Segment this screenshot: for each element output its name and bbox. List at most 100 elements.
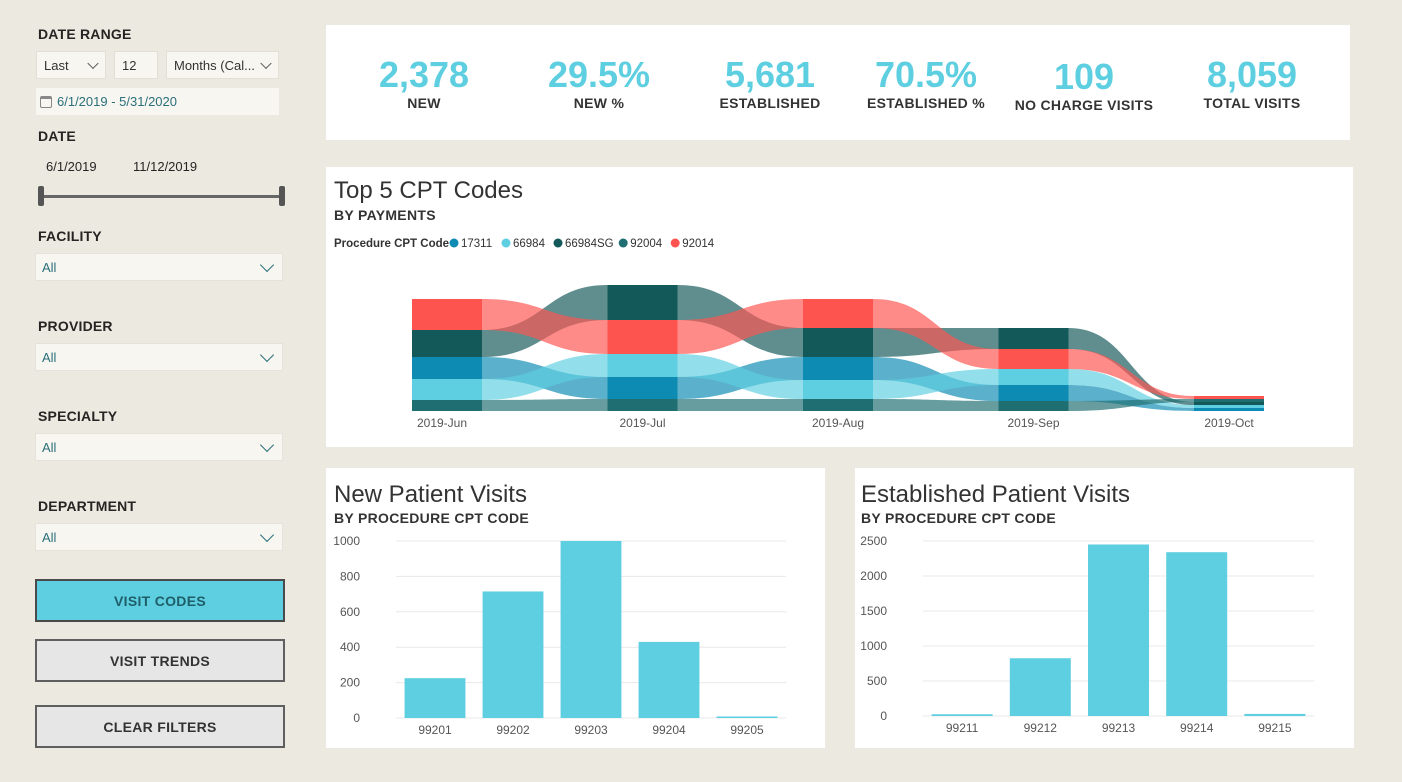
provider-label: PROVIDER bbox=[38, 318, 113, 334]
visit-trends-button[interactable]: VISIT TRENDS bbox=[35, 639, 285, 682]
ribbon-block-17311[interactable] bbox=[607, 377, 678, 399]
range-unit-dropdown[interactable]: Months (Cal... bbox=[166, 51, 279, 79]
provider-dropdown[interactable]: All bbox=[35, 343, 283, 371]
date-range-display[interactable]: 6/1/2019 - 5/31/2020 bbox=[36, 88, 279, 115]
ribbon-92004[interactable] bbox=[677, 399, 804, 411]
y-tick-label: 200 bbox=[340, 676, 360, 690]
legend-item-92004[interactable]: 92004 bbox=[630, 238, 663, 250]
ribbon-block-92014[interactable] bbox=[998, 349, 1069, 369]
legend-marker bbox=[501, 238, 511, 248]
bar-99201[interactable] bbox=[404, 678, 466, 718]
ribbon-block-17311[interactable] bbox=[803, 357, 873, 380]
ribbon-block-92014[interactable] bbox=[803, 299, 873, 328]
ribbon-block-92004[interactable] bbox=[998, 401, 1069, 411]
kpi-new: 2,378 NEW bbox=[339, 25, 509, 112]
ribbon-block-66984SG[interactable] bbox=[1194, 402, 1264, 405]
y-tick-label: 1000 bbox=[860, 639, 887, 653]
y-tick-label: 500 bbox=[867, 674, 887, 688]
y-tick-label: 1000 bbox=[333, 534, 360, 548]
bar-99205[interactable] bbox=[716, 716, 778, 719]
range-mode-dropdown[interactable]: Last bbox=[36, 51, 106, 79]
facility-label: FACILITY bbox=[38, 228, 102, 244]
date-end-value[interactable]: 11/12/2019 bbox=[133, 159, 198, 174]
ribbon-66984SG[interactable] bbox=[1068, 328, 1195, 405]
bar-99203[interactable] bbox=[560, 541, 622, 718]
bar-99202[interactable] bbox=[482, 591, 544, 718]
ribbon-92014[interactable] bbox=[1068, 349, 1195, 399]
ribbon-92014[interactable] bbox=[873, 299, 999, 369]
ribbon-chart[interactable]: Procedure CPT Code 17311 66984 66984SG 92004… bbox=[326, 167, 1353, 447]
ribbon-block-17311[interactable] bbox=[1194, 408, 1264, 411]
bar-99214[interactable] bbox=[1166, 552, 1228, 716]
ribbon-92004[interactable] bbox=[482, 399, 608, 411]
legend-item-66984[interactable]: 66984 bbox=[513, 238, 546, 250]
established-visits-bar-chart[interactable]: 0 500 1000 1500 2000 2500 99211 99212 99213 99214… bbox=[855, 468, 1354, 748]
ribbon-17311[interactable] bbox=[1068, 385, 1195, 411]
visit-codes-button[interactable]: VISIT CODES bbox=[35, 579, 285, 622]
ribbon-block-66984SG[interactable] bbox=[803, 328, 873, 357]
established-patient-visits-card: Established Patient Visits BY PROCEDURE … bbox=[855, 468, 1354, 748]
ribbon-block-92004[interactable] bbox=[412, 400, 482, 411]
bar-99215[interactable] bbox=[1244, 713, 1306, 716]
ribbon-block-66984[interactable] bbox=[998, 369, 1069, 385]
ribbon-66984[interactable] bbox=[482, 354, 608, 400]
x-tick-label: 99205 bbox=[730, 723, 764, 737]
ribbon-block-92014[interactable] bbox=[412, 299, 482, 330]
specialty-dropdown[interactable]: All bbox=[35, 433, 283, 461]
ribbon-92014[interactable] bbox=[677, 299, 804, 354]
bar-99212[interactable] bbox=[1009, 658, 1071, 716]
ribbon-block-66984[interactable] bbox=[412, 379, 482, 400]
ribbon-block-66984[interactable] bbox=[1194, 405, 1264, 408]
y-tick-label: 400 bbox=[340, 640, 360, 654]
range-count-value: 12 bbox=[122, 57, 137, 73]
x-tick-label: 99202 bbox=[496, 723, 530, 737]
ribbon-block-92014[interactable] bbox=[1194, 396, 1264, 399]
x-tick-label: 2019-Oct bbox=[1204, 416, 1254, 430]
kpi-value: 2,378 bbox=[378, 54, 470, 95]
ribbon-block-66984SG[interactable] bbox=[412, 330, 482, 357]
y-tick-label: 0 bbox=[880, 709, 887, 723]
ribbon-92004[interactable] bbox=[1068, 399, 1195, 411]
department-dropdown[interactable]: All bbox=[35, 523, 283, 551]
kpi-value: 109 bbox=[1053, 56, 1115, 97]
facility-dropdown[interactable]: All bbox=[35, 253, 283, 281]
ribbon-block-66984SG[interactable] bbox=[607, 285, 678, 320]
date-slider-end-handle[interactable] bbox=[279, 186, 285, 206]
bar-99211[interactable] bbox=[931, 714, 993, 716]
legend-title: Procedure CPT Code bbox=[334, 238, 449, 250]
legend-item-17311[interactable]: 17311 bbox=[461, 238, 492, 250]
ribbon-66984[interactable] bbox=[873, 369, 999, 399]
chevron-down-icon bbox=[259, 347, 275, 363]
date-slider-start-handle[interactable] bbox=[38, 186, 44, 206]
ribbon-block-17311[interactable] bbox=[412, 357, 482, 379]
clear-filters-button[interactable]: CLEAR FILTERS bbox=[35, 705, 285, 748]
kpi-label: NEW bbox=[407, 95, 441, 111]
provider-value: All bbox=[42, 349, 57, 365]
kpi-card: 2,378 NEW 29.5% NEW % 5,681 ESTABLISHED … bbox=[326, 25, 1350, 140]
date-range-text: 6/1/2019 - 5/31/2020 bbox=[57, 94, 177, 109]
new-visits-bar-chart[interactable]: 0 200 400 600 800 1000 99201 99202 99203 99204 992… bbox=[326, 468, 825, 748]
ribbon-block-92004[interactable] bbox=[1194, 399, 1264, 402]
legend-item-66984SG[interactable]: 66984SG bbox=[565, 238, 614, 250]
range-count-input[interactable]: 12 bbox=[114, 51, 158, 79]
ribbon-block-66984[interactable] bbox=[803, 380, 873, 399]
ribbon-block-92014[interactable] bbox=[607, 320, 678, 354]
date-slider-track[interactable] bbox=[40, 195, 283, 198]
y-tick-label: 1500 bbox=[860, 604, 887, 618]
ribbon-block-92004[interactable] bbox=[803, 399, 873, 411]
bar-99204[interactable] bbox=[638, 641, 700, 718]
ribbon-block-66984SG[interactable] bbox=[998, 328, 1069, 349]
chart-title: Top 5 CPT Codes bbox=[334, 177, 523, 204]
date-start-value[interactable]: 6/1/2019 bbox=[46, 159, 97, 174]
ribbon-66984[interactable] bbox=[677, 354, 804, 399]
bar-99213[interactable] bbox=[1088, 544, 1149, 717]
ribbon-66984[interactable] bbox=[1068, 369, 1195, 408]
ribbon-block-66984[interactable] bbox=[607, 354, 678, 377]
legend-item-92014[interactable]: 92014 bbox=[682, 238, 715, 250]
y-tick-label: 2000 bbox=[860, 569, 887, 583]
ribbon-92004[interactable] bbox=[873, 399, 999, 411]
ribbon-92014[interactable] bbox=[482, 299, 608, 354]
range-unit-value: Months (Cal... bbox=[174, 57, 255, 73]
ribbon-block-92004[interactable] bbox=[607, 399, 678, 411]
ribbon-block-17311[interactable] bbox=[998, 385, 1069, 401]
